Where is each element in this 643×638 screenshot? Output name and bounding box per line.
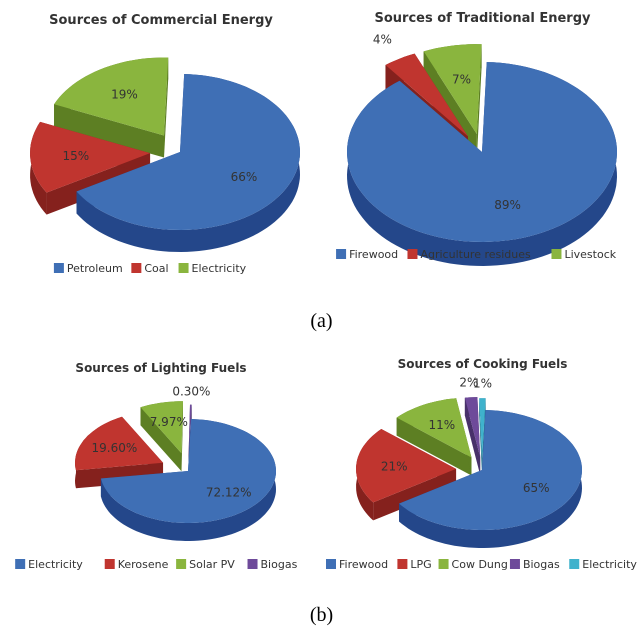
pie-slice-electricity	[100, 419, 277, 541]
legend-swatch-lpg	[397, 559, 408, 569]
legend-swatch-firewood	[336, 249, 347, 259]
legend-swatch-electricity	[178, 263, 189, 273]
caption-a: (a)	[310, 310, 333, 332]
data-label-solar-pv: 7.97%	[150, 415, 188, 429]
legend-label-firewood: Firewood	[339, 558, 388, 571]
pie-slice-petroleum	[76, 74, 300, 252]
data-label-firewood: 65%	[523, 481, 550, 495]
data-label-electricity: 19%	[111, 88, 138, 102]
pie-slice-lpg	[356, 429, 457, 521]
pie-slice-electricity	[54, 57, 169, 158]
legend-swatch-agriculture-residues	[407, 249, 418, 259]
legend: Firewood Agriculture residues Livestock	[336, 248, 617, 261]
pie-slice-firewood	[347, 62, 617, 266]
legend-label-electricity: Electricity	[582, 558, 637, 571]
legend-label-cow-dung: Cow Dung	[452, 558, 508, 571]
chart-traditional-energy: Sources of Traditional Energy 89% 4% 7% Fire…	[322, 0, 643, 300]
legend-label-electricity: Electricity	[28, 558, 83, 571]
data-label-biogas: 2%	[459, 375, 478, 389]
chart-lighting-fuels: Sources of Lighting Fuels 72.12% 19.60% 7.9…	[0, 340, 322, 595]
legend-label-biogas: Biogas	[261, 558, 298, 571]
pie-svg: Sources of Traditional Energy 89% 4% 7% Fire…	[336, 11, 617, 266]
chart-title: Sources of Commercial Energy	[49, 13, 273, 28]
legend-swatch-cow-dung	[438, 559, 449, 569]
pie-slice-biogas	[464, 397, 481, 476]
legend-swatch-kerosene	[104, 559, 115, 569]
pie-slice-firewood	[399, 410, 582, 548]
chart-cooking-fuels: Sources of Cooking Fuels 65% 21% 11% 2% 1% Fir…	[322, 340, 643, 595]
chart-title: Sources of Cooking Fuels	[398, 357, 568, 371]
legend-label-petroleum: Petroleum	[67, 262, 123, 275]
legend: Petroleum Coal Electricity	[53, 262, 247, 275]
legend-swatch-solar-pv	[176, 559, 187, 569]
data-label-electricity: 72.12%	[206, 486, 252, 500]
data-label-firewood: 89%	[494, 198, 521, 212]
data-label-petroleum: 66%	[231, 170, 258, 184]
data-label-lpg: 21%	[381, 459, 408, 473]
data-label-electricity: 1%	[473, 376, 492, 390]
legend-swatch-firewood	[326, 559, 336, 569]
legend-swatch-livestock	[551, 249, 562, 259]
data-label-agriculture-residues: 4%	[373, 32, 392, 46]
data-label-biogas: 0.30%	[172, 385, 210, 399]
pie-svg: Sources of Lighting Fuels 72.12% 19.60% 7.9…	[15, 361, 298, 571]
caption-b: (b)	[309, 604, 334, 626]
chart-commercial-energy: Sources of Commercial Energy 66% 15% 19% Pet…	[0, 0, 322, 300]
pie-slice-solar-pv	[140, 401, 183, 472]
legend-label-coal: Coal	[144, 262, 168, 275]
legend-swatch-electricity	[15, 559, 26, 569]
legend-swatch-biogas	[509, 559, 520, 569]
data-label-kerosene: 19.60%	[92, 441, 138, 455]
legend-swatch-electricity	[569, 559, 580, 569]
chart-title: Sources of Traditional Energy	[375, 11, 592, 26]
legend: Electricity Kerosene Solar PV Biogas	[15, 558, 298, 571]
chart-title: Sources of Lighting Fuels	[75, 361, 246, 375]
pie-svg: Sources of Commercial Energy 66% 15% 19% Pet…	[30, 13, 300, 275]
legend-swatch-coal	[131, 263, 142, 273]
legend-swatch-petroleum	[53, 263, 64, 273]
legend-label-lpg: LPG	[410, 558, 431, 571]
legend-label-solar-pv: Solar PV	[189, 558, 235, 571]
legend: Firewood LPG Cow Dung Biogas Electricity	[326, 558, 637, 571]
pie-slice-cow-dung	[396, 398, 472, 476]
legend-label-livestock: Livestock	[564, 248, 616, 261]
legend-label-biogas: Biogas	[523, 558, 560, 571]
legend-label-kerosene: Kerosene	[118, 558, 169, 571]
legend-label-electricity: Electricity	[192, 262, 247, 275]
pie-svg: Sources of Cooking Fuels 65% 21% 11% 2%1% Fir…	[326, 357, 637, 571]
legend-swatch-biogas	[247, 559, 258, 569]
legend-label-agriculture-residues: Agriculture residues	[420, 248, 531, 261]
legend-label-firewood: Firewood	[349, 248, 398, 261]
data-label-cow-dung: 11%	[428, 418, 455, 432]
pie-slice-kerosene	[75, 416, 164, 489]
data-label-livestock: 7%	[452, 72, 471, 86]
data-label-coal: 15%	[62, 149, 89, 163]
